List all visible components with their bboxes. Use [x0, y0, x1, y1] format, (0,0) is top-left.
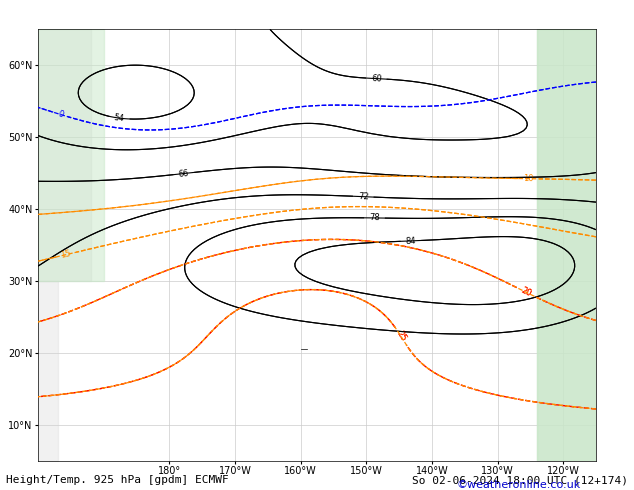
- Text: 25: 25: [394, 329, 408, 343]
- Polygon shape: [38, 29, 104, 281]
- Text: 78: 78: [369, 213, 380, 222]
- Polygon shape: [537, 29, 596, 461]
- Text: 84: 84: [405, 236, 417, 245]
- Text: 72: 72: [358, 192, 369, 201]
- Text: 60: 60: [371, 74, 382, 83]
- Text: 0: 0: [56, 109, 64, 120]
- Text: 20: 20: [519, 286, 533, 298]
- Text: Height/Temp. 925 hPa [gpdm] ECMWF: Height/Temp. 925 hPa [gpdm] ECMWF: [6, 475, 229, 485]
- Text: 20: 20: [519, 286, 533, 298]
- Text: 54: 54: [113, 113, 125, 123]
- Text: 10: 10: [523, 174, 534, 183]
- Text: 15: 15: [60, 249, 72, 260]
- Text: 25: 25: [394, 329, 408, 343]
- Text: So 02-06-2024 18:00 UTC (12+174): So 02-06-2024 18:00 UTC (12+174): [412, 475, 628, 485]
- Text: 66: 66: [178, 169, 190, 178]
- Text: ©weatheronline.co.uk: ©weatheronline.co.uk: [456, 480, 581, 490]
